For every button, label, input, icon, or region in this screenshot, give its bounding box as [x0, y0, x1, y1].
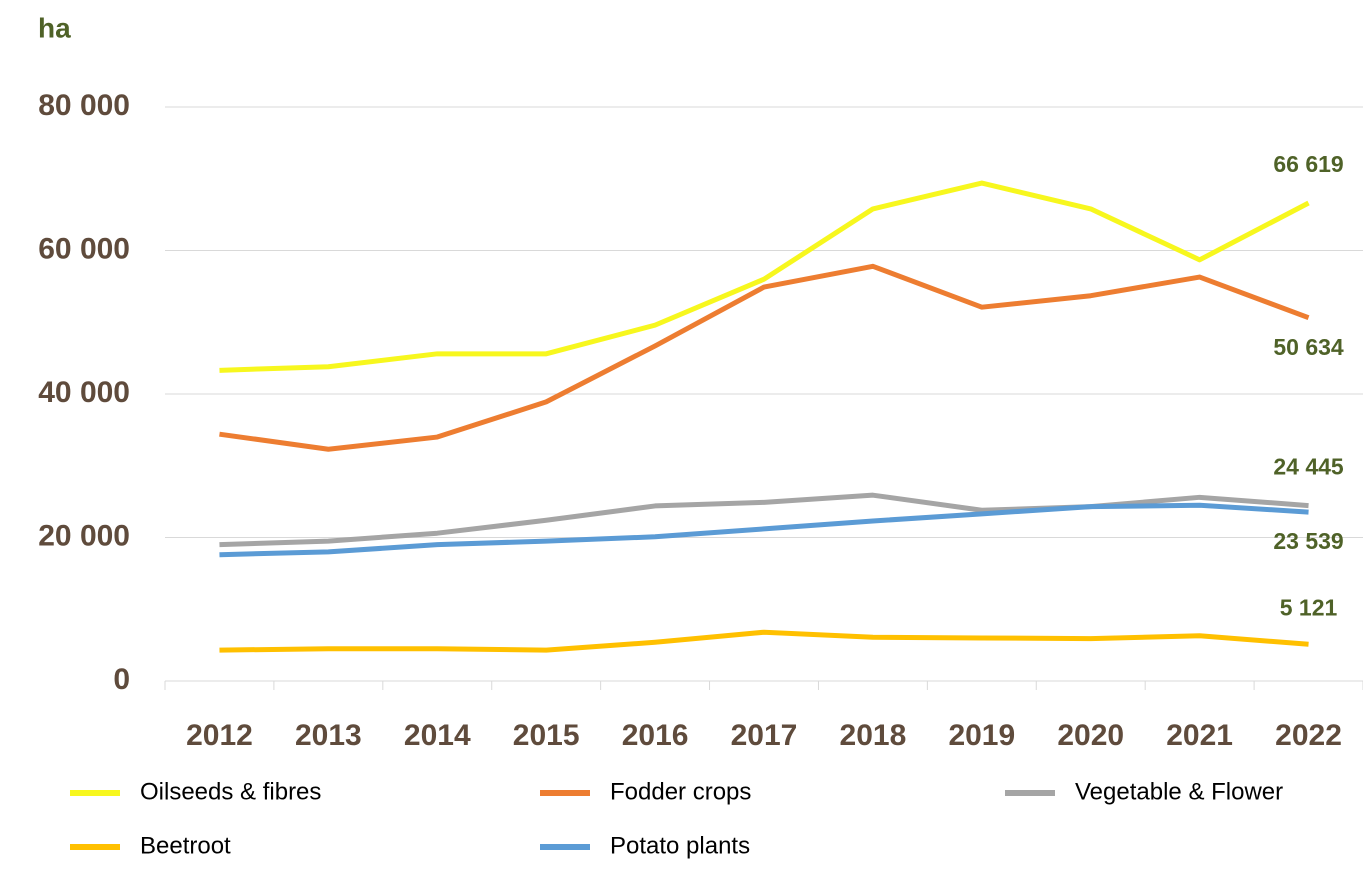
x-tick-label: 2012	[186, 719, 253, 752]
legend-label: Oilseeds & fibres	[140, 778, 321, 805]
x-tick-label: 2016	[622, 719, 689, 752]
x-tick-label: 2013	[295, 719, 362, 752]
legend-label: Fodder crops	[610, 778, 751, 805]
series-line	[219, 263, 1310, 452]
y-tick-label: 0	[113, 663, 130, 696]
data-label: 66 619	[1273, 151, 1343, 177]
x-tick-label: 2014	[404, 719, 471, 752]
y-axis-unit: ha	[38, 12, 71, 43]
y-tick-label: 40 000	[38, 376, 130, 409]
data-label: 50 634	[1273, 334, 1344, 360]
series-line	[219, 492, 1309, 548]
x-tick-label: 2019	[948, 719, 1015, 752]
x-tick-label: 2015	[513, 719, 580, 752]
data-label: 24 445	[1273, 454, 1344, 480]
series-line	[219, 629, 1309, 653]
data-label: 23 539	[1273, 528, 1343, 554]
legend-label: Vegetable & Flower	[1075, 778, 1283, 805]
x-tick-label: 2020	[1057, 719, 1124, 752]
y-tick-label: 20 000	[38, 519, 130, 552]
series-line	[219, 180, 1310, 373]
legend-label: Beetroot	[140, 832, 231, 859]
x-tick-label: 2017	[731, 719, 798, 752]
legend-label: Potato plants	[610, 832, 750, 859]
x-tick-label: 2021	[1166, 719, 1233, 752]
data-label: 5 121	[1280, 594, 1338, 620]
y-tick-label: 80 000	[38, 89, 130, 122]
x-tick-label: 2022	[1275, 719, 1342, 752]
x-tick-label: 2018	[840, 719, 907, 752]
series-line	[219, 502, 1309, 558]
y-tick-label: 60 000	[38, 232, 130, 265]
